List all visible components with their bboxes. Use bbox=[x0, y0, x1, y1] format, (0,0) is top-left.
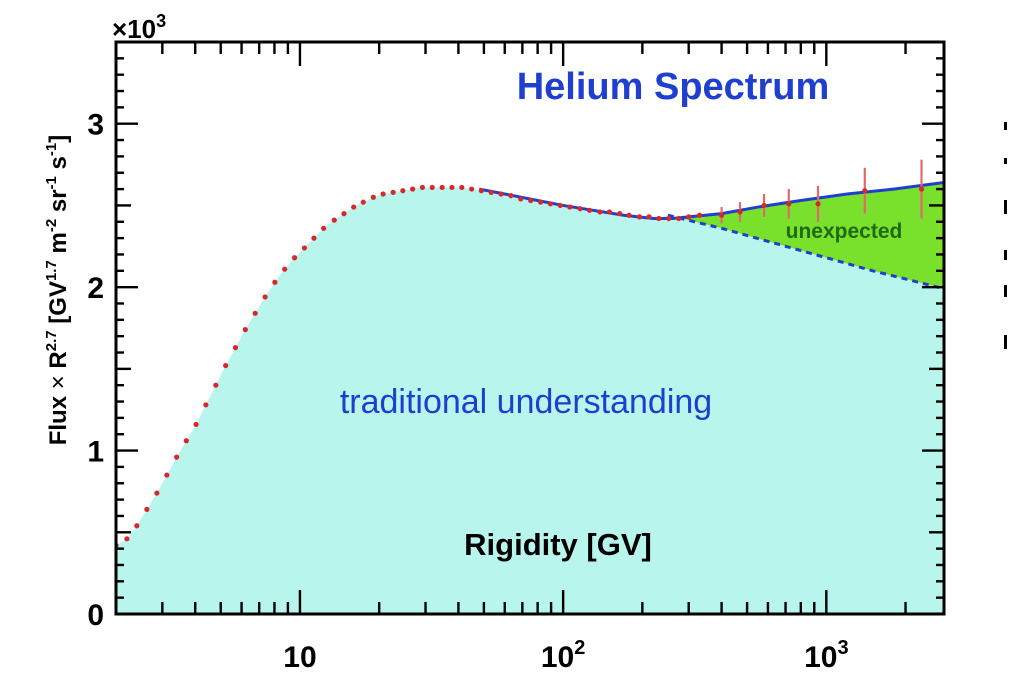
y-tick-label: 2 bbox=[87, 272, 104, 305]
data-point bbox=[262, 294, 268, 300]
data-point bbox=[577, 206, 583, 212]
data-point bbox=[380, 191, 386, 197]
data-point bbox=[459, 184, 465, 191]
data-point bbox=[918, 186, 925, 192]
series-layer bbox=[116, 159, 944, 548]
data-point bbox=[656, 215, 662, 222]
data-point bbox=[164, 472, 170, 478]
plot-frame bbox=[114, 40, 946, 616]
y-tick-label: 1 bbox=[87, 436, 104, 469]
data-point bbox=[488, 189, 494, 195]
x-tick-label: 103 bbox=[804, 637, 849, 674]
data-point bbox=[410, 186, 416, 192]
data-point bbox=[321, 225, 327, 231]
data-point bbox=[528, 197, 534, 204]
data-point bbox=[213, 382, 219, 388]
data-point bbox=[666, 215, 672, 222]
data-point bbox=[360, 199, 366, 205]
data-point bbox=[419, 184, 426, 191]
data-point bbox=[557, 202, 563, 209]
cropped-neighbor-axis bbox=[1004, 122, 1007, 349]
annotation-unexpected: unexpected bbox=[786, 220, 903, 243]
data-point bbox=[174, 454, 180, 460]
data-point bbox=[718, 212, 725, 218]
data-point bbox=[291, 255, 298, 261]
data-point bbox=[761, 202, 767, 209]
tick-labels: 0 1 2 3 10 102 103 bbox=[87, 109, 848, 674]
data-point bbox=[144, 506, 150, 513]
data-point bbox=[469, 186, 475, 192]
data-point bbox=[252, 310, 258, 316]
x-axis-label: Rigidity [GV] bbox=[464, 527, 652, 562]
data-point bbox=[124, 536, 130, 542]
data-point bbox=[636, 214, 643, 220]
data-point bbox=[223, 362, 229, 369]
data-point bbox=[341, 211, 347, 217]
data-point bbox=[242, 327, 248, 333]
data-point bbox=[518, 196, 524, 202]
data-point bbox=[597, 209, 603, 215]
annotation-traditional: traditional understanding bbox=[340, 383, 712, 421]
data-point bbox=[400, 188, 406, 194]
data-point bbox=[331, 217, 337, 223]
axis-ticks bbox=[114, 40, 944, 616]
data-point bbox=[537, 199, 544, 205]
data-point bbox=[676, 215, 682, 222]
y-axis-label: Flux × R2.7 [GV1.7 m-2 sr-1 s-1] bbox=[35, 135, 72, 446]
data-point bbox=[351, 204, 357, 210]
chart-title: Helium Spectrum bbox=[517, 66, 830, 108]
data-point bbox=[626, 212, 632, 218]
data-point bbox=[232, 345, 239, 351]
data-point bbox=[193, 421, 199, 428]
x-tick-label: 10 bbox=[283, 641, 316, 674]
data-point bbox=[154, 490, 160, 496]
data-point bbox=[567, 204, 573, 210]
data-point bbox=[390, 189, 396, 195]
data-point bbox=[815, 201, 821, 207]
data-point bbox=[183, 438, 189, 444]
data-point bbox=[272, 279, 278, 285]
data-point bbox=[134, 523, 140, 529]
traditional-region bbox=[116, 187, 944, 614]
data-point bbox=[311, 235, 317, 241]
data-point bbox=[547, 201, 554, 207]
data-point bbox=[686, 214, 692, 220]
data-point bbox=[737, 209, 743, 215]
unexpected-region bbox=[667, 182, 944, 289]
data-point bbox=[508, 193, 514, 199]
plot-area bbox=[116, 182, 944, 614]
data-point bbox=[282, 266, 288, 272]
data-point bbox=[786, 201, 792, 207]
y-tick-label: 0 bbox=[87, 599, 104, 632]
x-tick-label: 102 bbox=[541, 637, 586, 674]
data-point bbox=[696, 212, 703, 218]
data-point bbox=[429, 184, 435, 191]
y-tick-label: 3 bbox=[87, 109, 104, 142]
data-point bbox=[646, 214, 652, 220]
data-point bbox=[301, 245, 308, 251]
data-point bbox=[617, 211, 623, 217]
fit-line bbox=[478, 181, 944, 221]
data-point bbox=[862, 188, 868, 194]
data-point bbox=[498, 191, 504, 197]
data-point bbox=[606, 209, 613, 215]
data-point bbox=[203, 402, 209, 408]
data-point bbox=[439, 184, 445, 191]
data-point bbox=[478, 188, 484, 194]
data-point bbox=[449, 184, 455, 191]
y-multiplier: ×103 bbox=[112, 11, 166, 44]
traditional-curve bbox=[667, 213, 944, 291]
data-point bbox=[586, 207, 593, 213]
data-point bbox=[370, 194, 376, 200]
